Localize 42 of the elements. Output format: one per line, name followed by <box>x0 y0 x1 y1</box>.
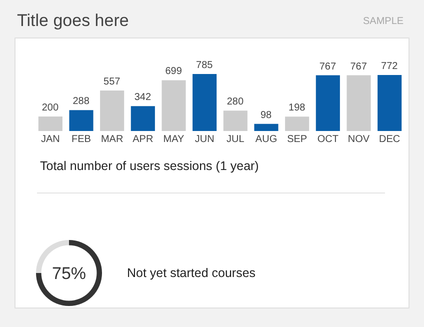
x-tick-label: JAN <box>40 134 60 145</box>
data-label: 98 <box>260 110 272 121</box>
bar <box>130 106 155 131</box>
bar <box>378 74 402 131</box>
x-tick-label: MAY <box>163 134 185 145</box>
bar <box>285 116 310 131</box>
donut-slice <box>36 240 102 306</box>
bar <box>254 124 278 131</box>
bar <box>100 90 124 131</box>
data-label: 767 <box>319 61 336 72</box>
data-label: 772 <box>381 60 398 72</box>
x-tick-label: JUN <box>194 134 214 145</box>
text: SAMPLE <box>363 16 404 27</box>
bar <box>346 75 371 131</box>
x-tick-label: NOV <box>348 134 370 145</box>
x-tick-label: OCT <box>317 134 338 145</box>
bar <box>316 75 340 131</box>
data-label: 288 <box>72 96 90 108</box>
x-tick-label: DEC <box>379 134 400 145</box>
bar <box>69 110 94 131</box>
data-label: 767 <box>350 61 368 72</box>
data-label: 342 <box>134 92 152 104</box>
x-tick-label: MAR <box>100 134 124 145</box>
data-label: 785 <box>196 60 214 71</box>
text: 75% <box>52 264 86 283</box>
bar <box>192 74 217 131</box>
x-tick-label: APR <box>132 134 154 145</box>
data-label: 200 <box>42 102 59 114</box>
text: Not yet started courses <box>127 266 256 280</box>
data-label: 557 <box>104 76 121 88</box>
chart-title: Title goes here <box>17 11 129 30</box>
x-tick-label: JUL <box>226 134 245 145</box>
x-tick-label: AUG <box>255 134 278 145</box>
x-axis-title: Total number of users sessions (1 year) <box>40 159 259 173</box>
x-tick-label: SEP <box>287 134 308 145</box>
bar <box>38 116 62 131</box>
bar <box>223 110 248 131</box>
bar <box>162 80 186 131</box>
data-label: 280 <box>226 96 244 108</box>
x-tick-label: FEB <box>72 134 92 145</box>
data-label: 198 <box>288 102 306 114</box>
data-label: 699 <box>165 66 182 78</box>
